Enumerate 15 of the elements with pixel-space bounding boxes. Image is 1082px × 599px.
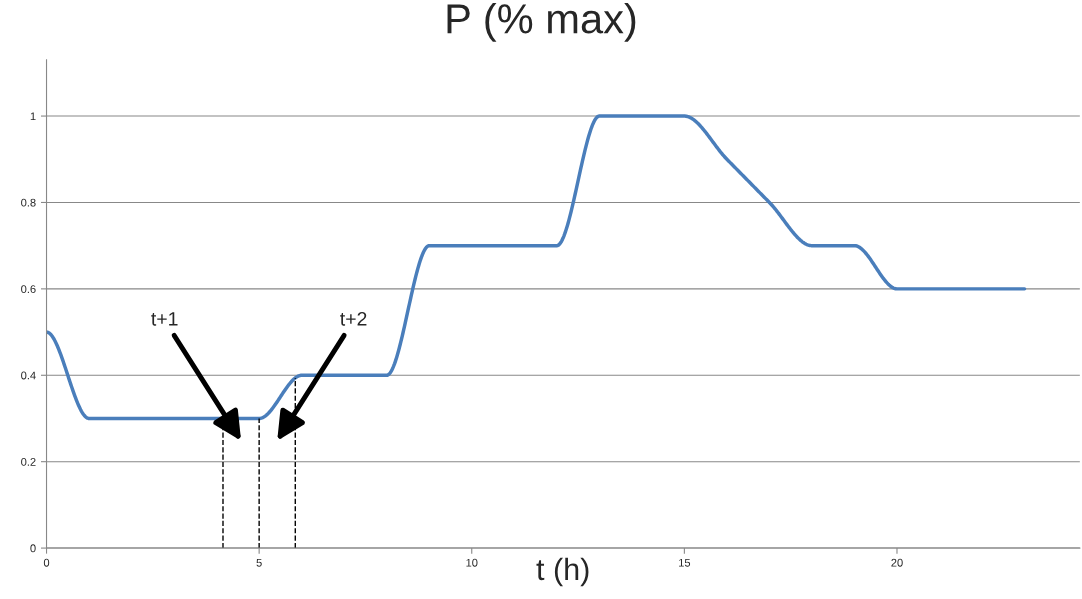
x-axis-title: t (h) <box>536 557 589 587</box>
y-tick-label: 0 <box>30 544 36 553</box>
x-tick-label: 5 <box>256 558 262 567</box>
x-tick-label: 0 <box>43 558 50 567</box>
y-tick-label: 0.2 <box>21 457 36 466</box>
annotation: t+2 <box>340 311 367 326</box>
x-tick-label: 20 <box>891 558 903 567</box>
x-tick-label: 10 <box>466 558 478 567</box>
y-tick-label: 0.4 <box>21 371 36 380</box>
x-tick-label: 15 <box>679 558 691 567</box>
y-tick-label: 0.8 <box>21 198 36 207</box>
annotation: t+1 <box>151 312 178 326</box>
y-tick-label: 1 <box>30 112 36 121</box>
y-tick-label: 0.6 <box>21 285 36 294</box>
chart-title: P (% max) <box>447 2 636 42</box>
